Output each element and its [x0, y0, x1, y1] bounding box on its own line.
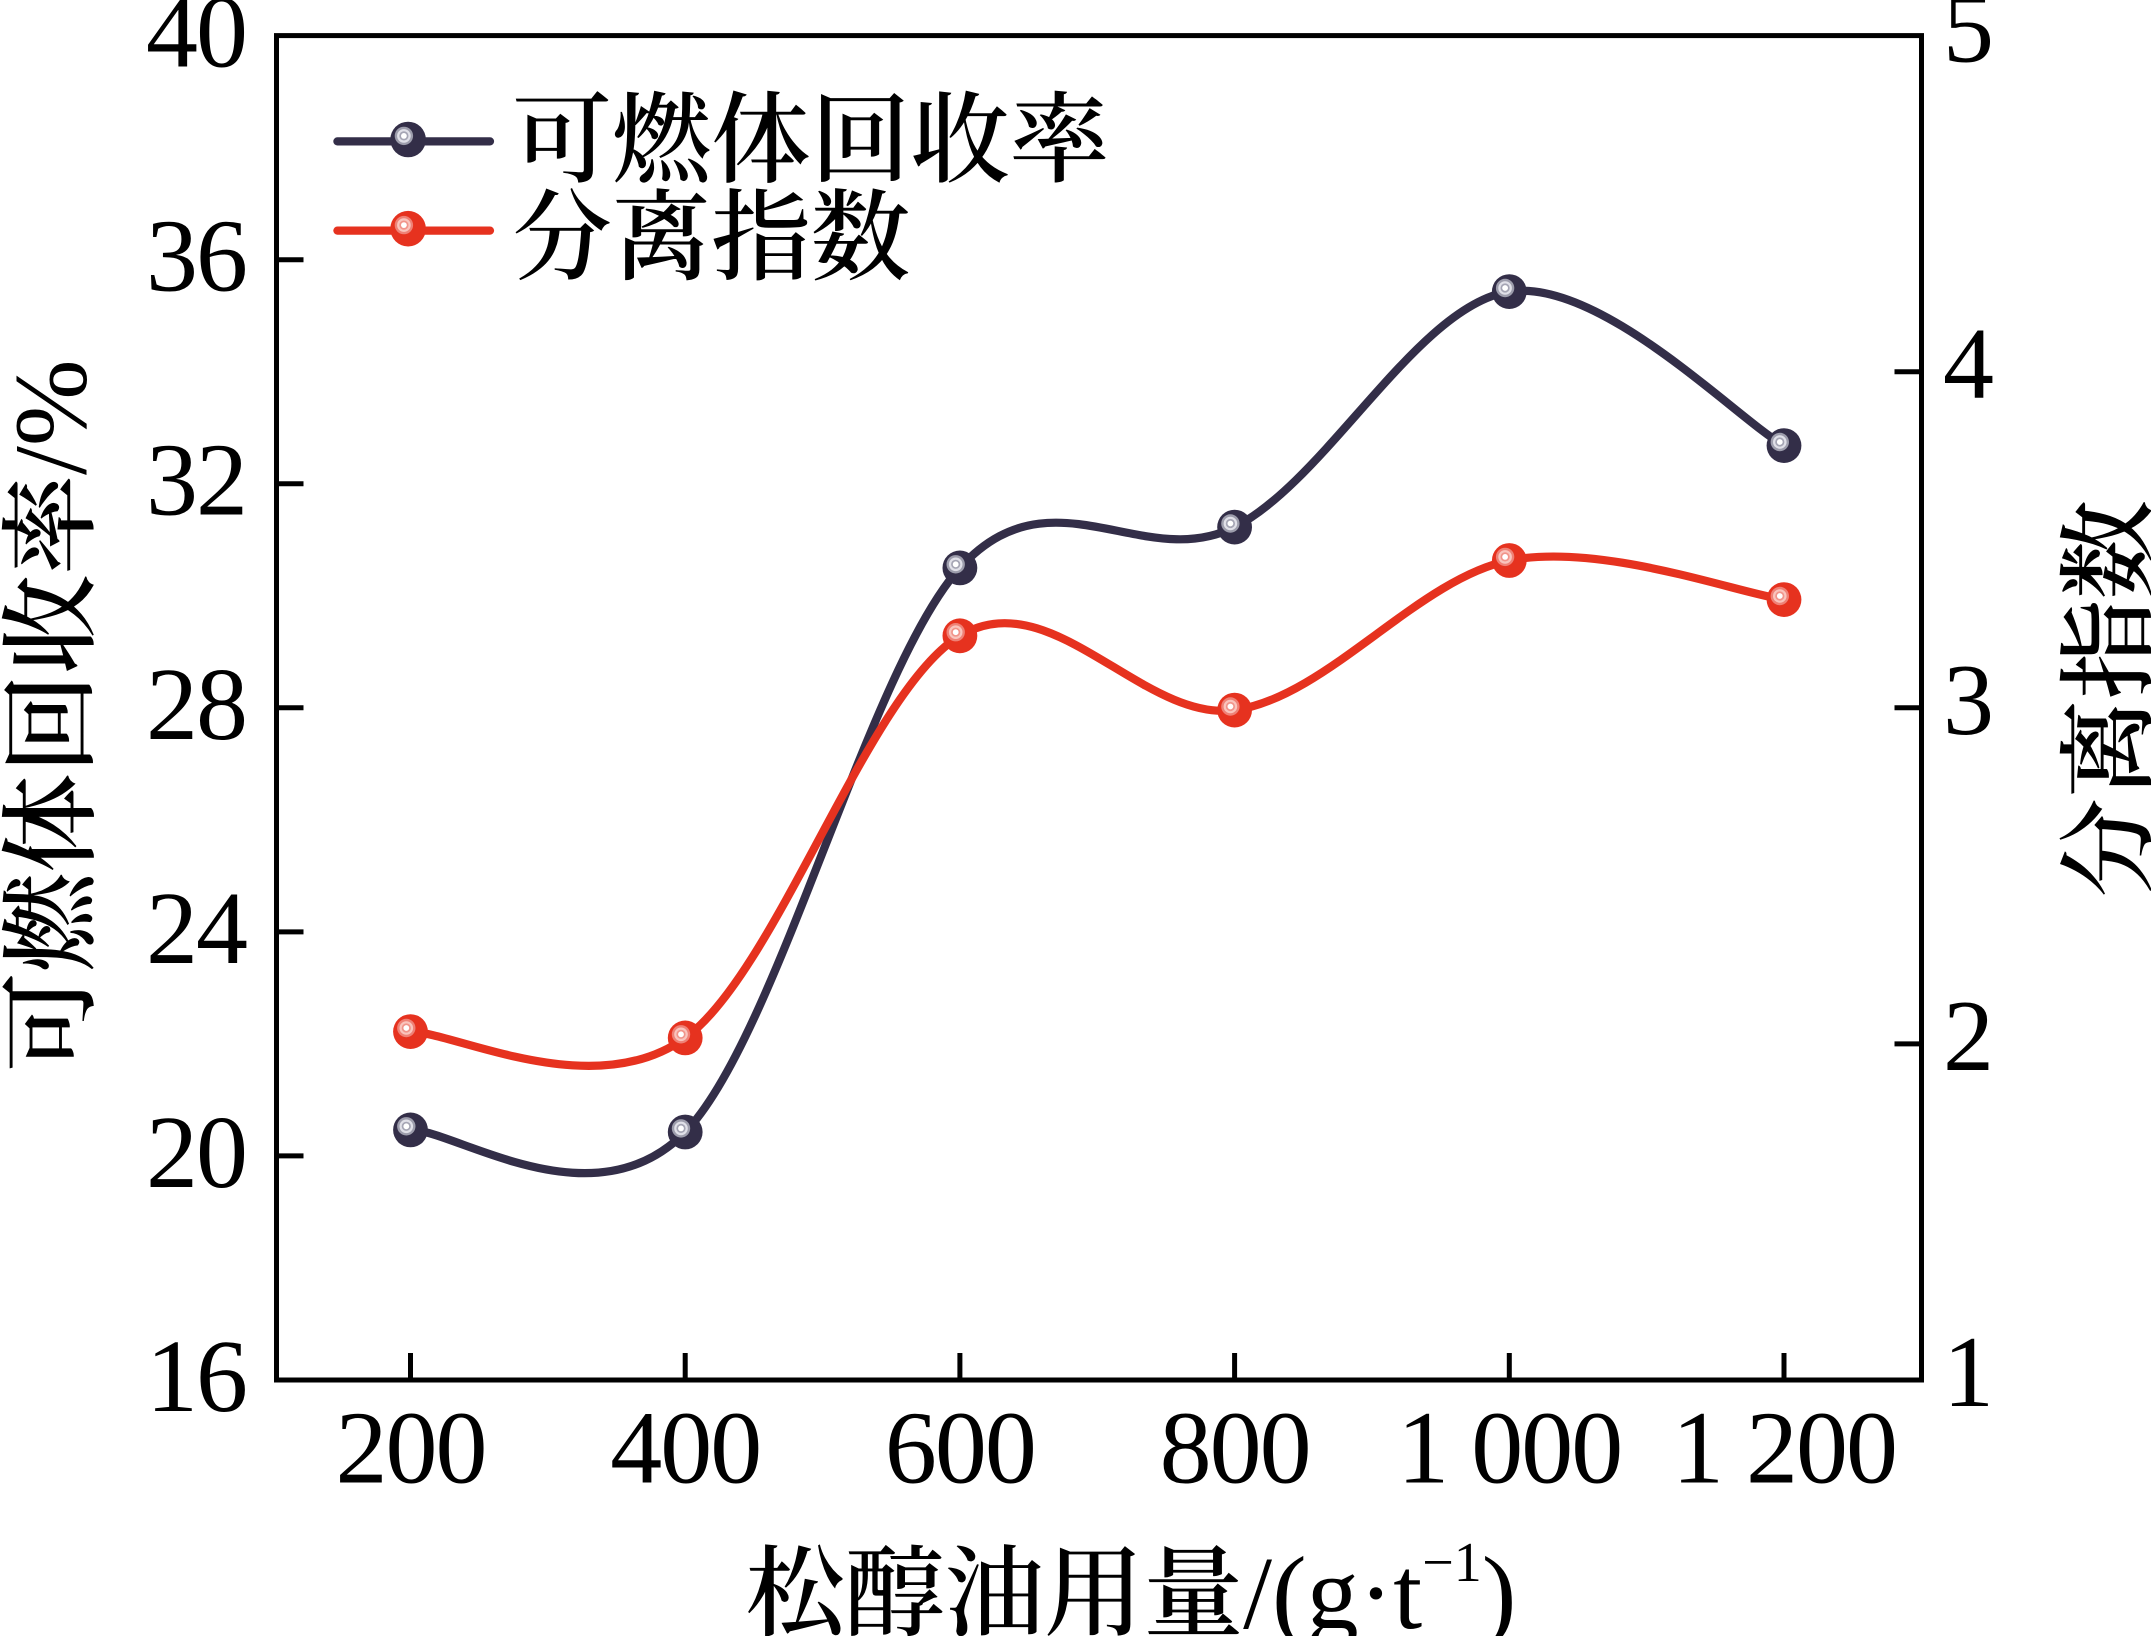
svg-text:40: 40 — [146, 0, 246, 90]
svg-text:/%: /% — [0, 359, 109, 475]
svg-text:20: 20 — [146, 1095, 246, 1210]
svg-text:800: 800 — [1160, 1391, 1310, 1506]
svg-text:400: 400 — [610, 1391, 760, 1506]
svg-text:32: 32 — [146, 423, 246, 538]
svg-text:4: 4 — [1943, 308, 1994, 421]
svg-text:36: 36 — [146, 199, 246, 314]
svg-text:3: 3 — [1943, 644, 1994, 757]
svg-text:1: 1 — [1943, 1316, 1994, 1429]
svg-text:2: 2 — [1943, 980, 1994, 1093]
svg-text:200: 200 — [336, 1391, 486, 1506]
svg-text:16: 16 — [146, 1319, 246, 1434]
svg-text:1 200: 1 200 — [1672, 1391, 1896, 1506]
svg-text:24: 24 — [146, 871, 247, 986]
svg-text:600: 600 — [885, 1391, 1035, 1506]
svg-text:5: 5 — [1943, 0, 1994, 85]
svg-text:1 000: 1 000 — [1397, 1391, 1621, 1506]
svg-text:28: 28 — [146, 647, 246, 762]
